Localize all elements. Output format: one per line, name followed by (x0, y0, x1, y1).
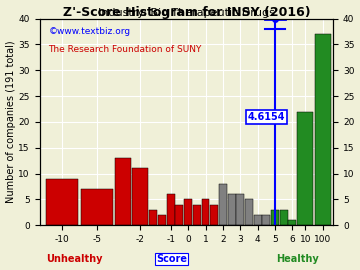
Bar (167, 194, 175, 225)
Bar (193, 205, 201, 225)
Bar (236, 194, 244, 225)
Bar (315, 34, 331, 225)
Text: Industry: Bio Therapeutic Drugs: Industry: Bio Therapeutic Drugs (98, 8, 275, 18)
Bar (46, 179, 78, 225)
Text: Score: Score (156, 254, 187, 264)
Bar (254, 215, 262, 225)
Bar (175, 205, 184, 225)
Bar (228, 194, 235, 225)
Bar (271, 210, 279, 225)
Bar (219, 184, 227, 225)
Bar (297, 112, 314, 225)
Bar (132, 168, 148, 225)
Bar (288, 220, 296, 225)
Bar (262, 215, 270, 225)
Title: Z'-Score Histogram for INSY (2016): Z'-Score Histogram for INSY (2016) (63, 6, 310, 19)
Text: 4.6154: 4.6154 (248, 112, 285, 122)
Bar (158, 215, 166, 225)
Y-axis label: Number of companies (191 total): Number of companies (191 total) (5, 40, 15, 203)
Bar (149, 210, 157, 225)
Bar (184, 200, 192, 225)
Bar (245, 200, 253, 225)
Text: ©www.textbiz.org: ©www.textbiz.org (48, 27, 130, 36)
Text: Unhealthy: Unhealthy (46, 254, 103, 264)
Bar (202, 200, 210, 225)
Bar (81, 189, 113, 225)
Bar (115, 158, 131, 225)
Bar (210, 205, 218, 225)
Bar (280, 210, 288, 225)
Text: Healthy: Healthy (276, 254, 319, 264)
Text: The Research Foundation of SUNY: The Research Foundation of SUNY (48, 45, 202, 55)
